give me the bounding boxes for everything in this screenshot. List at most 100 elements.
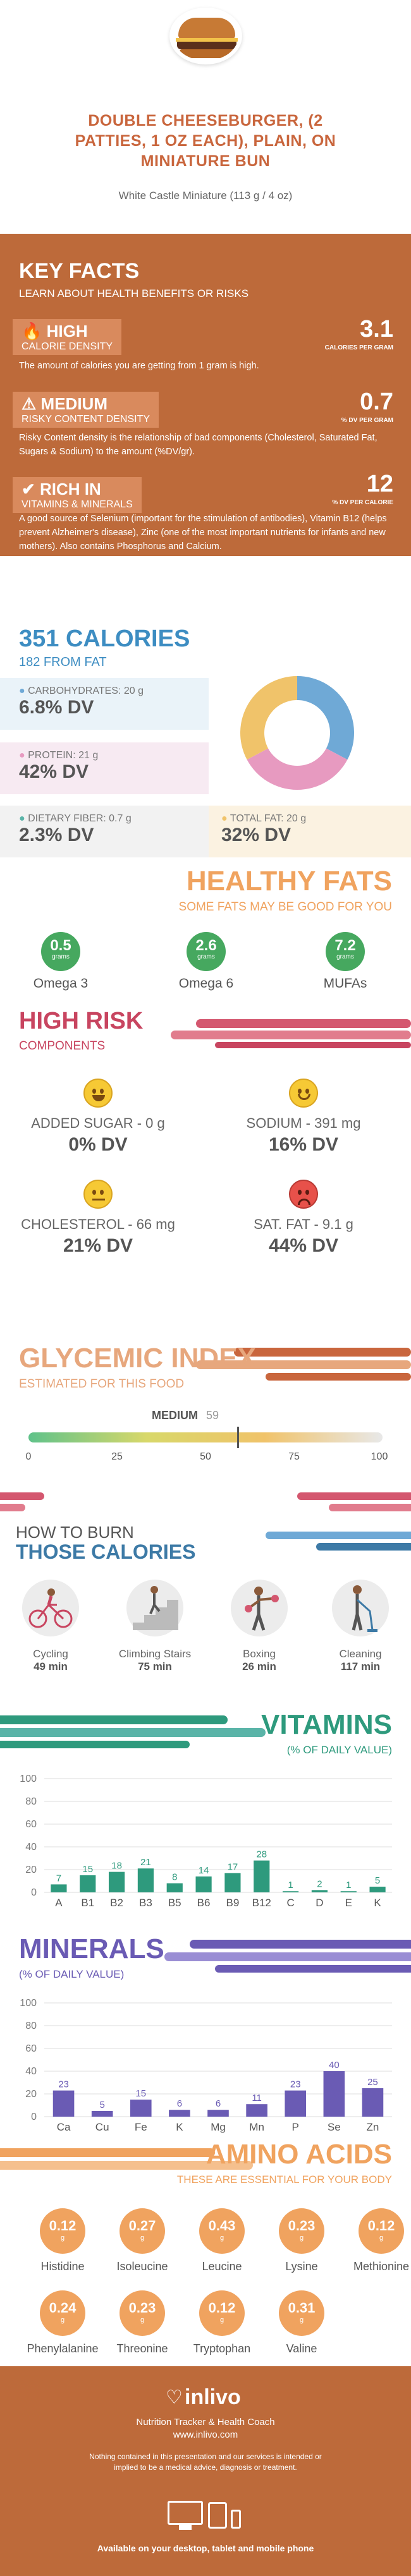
sad-face-icon: [289, 1180, 318, 1209]
disclaimer: Nothing contained in this presentation a…: [89, 2452, 322, 2472]
mufas-bubble: 7.2 grams: [326, 932, 365, 971]
amino-label-phenylalanine: Phenylalanine: [27, 2342, 99, 2355]
vitamin-ytick: 60: [25, 1819, 37, 1830]
vitamin-value-label: 18: [111, 1861, 122, 1872]
vitamin-value-label: 5: [375, 1875, 380, 1886]
vitamin-category-label: B12: [252, 1897, 271, 1909]
activity-boxing: Boxing 26 min: [218, 1580, 300, 1673]
gi-tick: 50: [200, 1451, 211, 1462]
donut-slice-protein: [247, 748, 348, 790]
gi-decor-bars: [196, 1348, 411, 1386]
risky-content-unit: % DV PER GRAM: [341, 417, 393, 424]
warning-icon: ⚠: [21, 394, 37, 413]
burn-title-top: HOW TO BURN: [16, 1523, 134, 1542]
brand-url[interactable]: www.inlivo.com: [173, 2429, 238, 2440]
sodium-label: SODIUM - 391 mg: [246, 1115, 361, 1131]
omega3-bubble: 0.5 grams: [41, 932, 80, 971]
risky-content-tag: ⚠ MEDIUM RISKY CONTENT DENSITY: [13, 392, 159, 428]
mineral-bar-Mg: [207, 2110, 229, 2117]
donut-slice-total-fat: [240, 676, 297, 760]
mineral-bar-Mn: [246, 2104, 267, 2117]
amino-bubble-isoleucine: 0.27 g: [120, 2208, 165, 2254]
omega6-bubble: 2.6 grams: [187, 932, 226, 971]
vitamins-minerals-desc: A good source of Selenium (important for…: [19, 514, 387, 552]
added-sugar-label: ADDED SUGAR - 0 g: [31, 1115, 165, 1131]
glycemic-subtitle: ESTIMATED FOR THIS FOOD: [19, 1377, 185, 1391]
amino-bubble-phenylalanine: 0.24 g: [40, 2290, 85, 2336]
vitamin-bar-K: [369, 1887, 386, 1892]
vitamin-value-label: 28: [256, 1849, 267, 1860]
healthy-fats-title: HEALTHY FATS: [186, 866, 392, 897]
amino-decor-bars: [0, 2148, 253, 2180]
amino-title: AMINO ACIDS: [206, 2139, 392, 2170]
gi-tick: 0: [25, 1451, 32, 1462]
protein-row: ● PROTEIN: 21 g 42% DV: [0, 742, 209, 794]
mineral-bar-Zn: [362, 2088, 384, 2117]
vitamin-value-label: 15: [82, 1864, 93, 1875]
vitamin-value-label: 8: [172, 1872, 177, 1883]
mineral-value-label: 40: [329, 2060, 340, 2071]
mineral-bar-P: [285, 2090, 307, 2117]
glycemic-title: GLYCEMIC INDEX: [19, 1343, 256, 1374]
amino-bubble-lysine: 0.23 g: [279, 2208, 324, 2254]
serving-size: White Castle Miniature (113 g / 4 oz): [118, 190, 293, 202]
vitamins-section: VITAMINS (% OF DAILY VALUE) 0 20 40 60 80 100…: [0, 1709, 411, 1924]
mineral-ytick: 100: [20, 1998, 37, 2009]
vitamin-value-label: 7: [56, 1873, 61, 1884]
carbs-row: ● CARBOHYDRATES: 20 g 6.8% DV: [0, 678, 209, 730]
amino-bubble-histidine: 0.12 g: [40, 2208, 85, 2254]
vitamin-category-label: B6: [197, 1897, 211, 1909]
mufas-label: MUFAs: [323, 976, 367, 991]
amino-bubble-methionine: 0.12 g: [359, 2208, 404, 2254]
laughing-face-icon: [83, 1079, 113, 1108]
key-facts-title: KEY FACTS: [19, 259, 140, 283]
sodium-dv: 16% DV: [268, 1134, 339, 1155]
vitamin-category-label: E: [345, 1897, 352, 1909]
mineral-value-label: 6: [177, 2098, 182, 2109]
vitamin-bar-D: [311, 1890, 328, 1892]
mineral-category-label: Mg: [211, 2121, 226, 2133]
mineral-category-label: Cu: [95, 2121, 109, 2133]
vitamin-bar-A: [51, 1884, 67, 1892]
neutral-face-icon: [83, 1180, 113, 1209]
smiling-face-icon: [289, 1079, 318, 1108]
activity-cycling: Cycling 49 min: [9, 1580, 92, 1673]
vitamin-category-label: B3: [139, 1897, 152, 1909]
healthy-fats-subtitle: SOME FATS MAY BE GOOD FOR YOU: [178, 900, 392, 914]
vitamin-value-label: 21: [140, 1857, 151, 1868]
amino-label-tryptophan: Tryptophan: [193, 2342, 251, 2355]
mineral-bar-Fe: [130, 2100, 152, 2117]
vitamins-decor-bars: [0, 1715, 266, 1753]
vitamin-value-label: 1: [288, 1880, 293, 1890]
amino-acids-section: AMINO ACIDS THESE ARE ESSENTIAL FOR YOUR…: [0, 2139, 411, 2366]
vitamin-category-label: B1: [81, 1897, 94, 1909]
vitamin-bar-B1: [80, 1875, 96, 1892]
mineral-value-label: 6: [216, 2098, 221, 2109]
mineral-category-label: Fe: [135, 2121, 147, 2133]
mineral-value-label: 11: [252, 2093, 262, 2103]
amino-label-lysine: Lysine: [285, 2260, 318, 2273]
glycemic-index-section: GLYCEMIC INDEX ESTIMATED FOR THIS FOOD M…: [0, 1343, 411, 1488]
vitamin-bar-B2: [108, 1872, 125, 1892]
burn-title-bottom: THOSE CALORIES: [16, 1540, 196, 1563]
vitamin-bar-E: [340, 1891, 357, 1892]
omega3-label: Omega 3: [33, 976, 89, 991]
mineral-value-label: 23: [58, 2079, 69, 2090]
vitamin-bar-B3: [137, 1868, 154, 1892]
vitamin-value-label: 17: [228, 1861, 238, 1872]
vitamin-value-label: 2: [317, 1878, 322, 1889]
high-risk-section: HIGH RISK COMPONENTS ADDED SUGAR - 0 g 0…: [0, 1008, 411, 1279]
calories-title: 351 CALORIES: [19, 626, 190, 652]
footer-section: ♡ inlivo Nutrition Tracker & Health Coac…: [0, 2366, 411, 2576]
high-risk-subtitle: COMPONENTS: [19, 1039, 106, 1053]
calories-section: 351 CALORIES 182 FROM FAT ● CARBOHYDRATE…: [0, 610, 411, 862]
boxing-icon: [231, 1580, 288, 1636]
amino-subtitle: THESE ARE ESSENTIAL FOR YOUR BODY: [176, 2174, 392, 2186]
burger-photo: [169, 8, 242, 64]
mineral-bar-Cu: [91, 2111, 113, 2117]
vitamin-category-label: B9: [226, 1897, 240, 1909]
heart-logo-icon: ♡: [166, 2387, 183, 2408]
mineral-ytick: 40: [25, 2066, 37, 2077]
risky-content-value: 0.7: [360, 389, 393, 415]
mineral-ytick: 0: [31, 2112, 37, 2122]
